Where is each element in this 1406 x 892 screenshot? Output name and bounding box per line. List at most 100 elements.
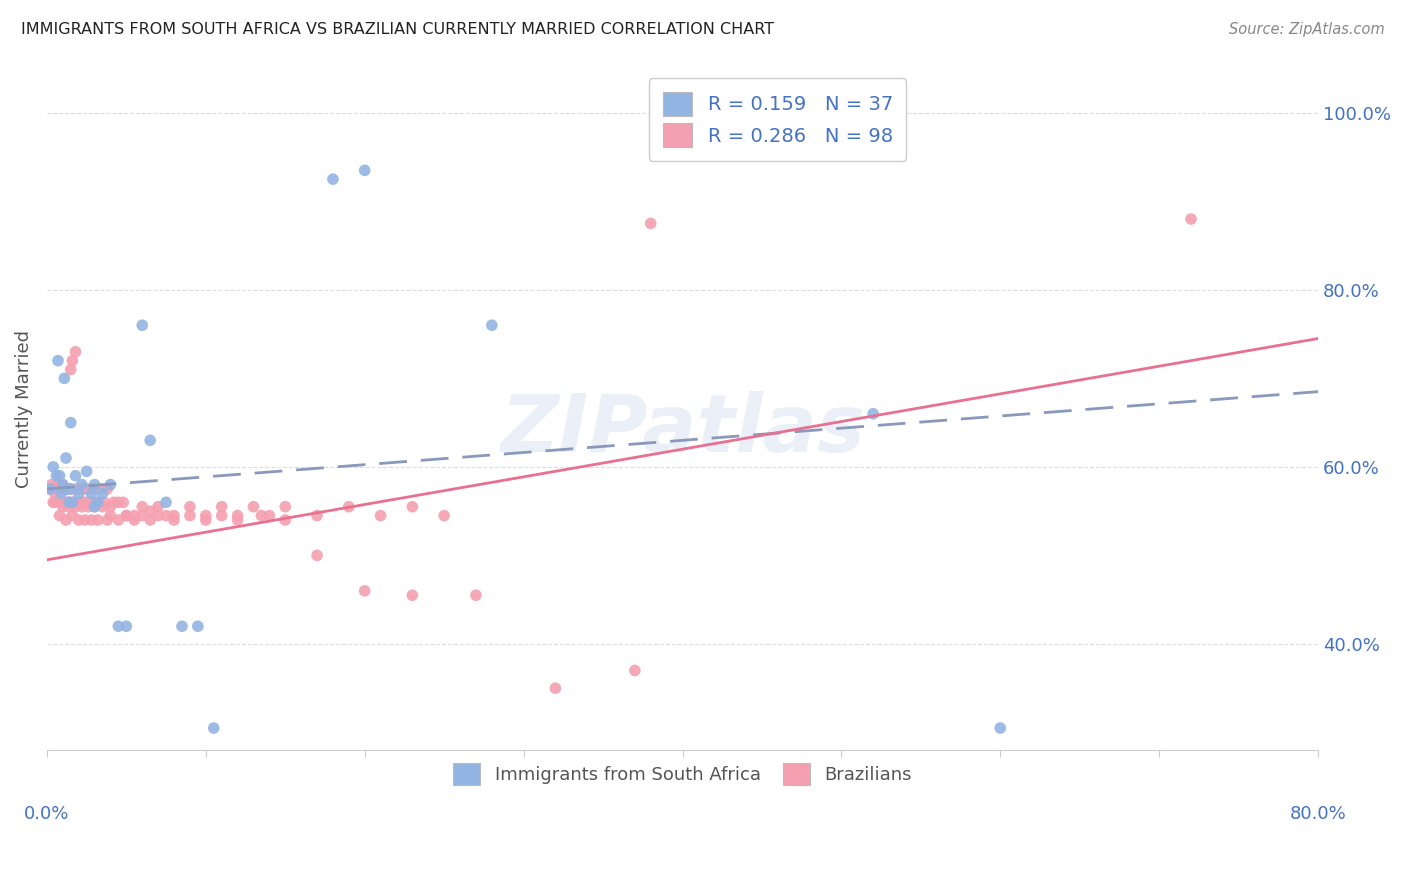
Point bbox=[139, 434, 162, 448]
Point bbox=[112, 495, 135, 509]
Point bbox=[187, 619, 209, 633]
Point bbox=[52, 482, 75, 496]
Point bbox=[55, 482, 77, 496]
Point bbox=[42, 459, 65, 474]
Point bbox=[155, 508, 177, 523]
Point bbox=[76, 464, 98, 478]
Point bbox=[56, 482, 79, 496]
Y-axis label: Currently Married: Currently Married bbox=[15, 330, 32, 488]
Point bbox=[401, 500, 423, 514]
Point bbox=[131, 508, 153, 523]
Point bbox=[124, 513, 146, 527]
Point bbox=[58, 500, 80, 514]
Point bbox=[59, 362, 82, 376]
Point bbox=[91, 486, 114, 500]
Point bbox=[53, 495, 76, 509]
Point bbox=[103, 495, 125, 509]
Text: ZIPatlas: ZIPatlas bbox=[501, 391, 865, 469]
Point bbox=[52, 477, 75, 491]
Point bbox=[77, 482, 100, 496]
Legend: Immigrants from South Africa, Brazilians: Immigrants from South Africa, Brazilians bbox=[446, 756, 920, 792]
Point bbox=[96, 482, 118, 496]
Point bbox=[226, 508, 249, 523]
Point bbox=[163, 513, 186, 527]
Point bbox=[46, 353, 69, 368]
Point bbox=[79, 495, 101, 509]
Point bbox=[44, 495, 66, 509]
Point bbox=[211, 508, 233, 523]
Point bbox=[544, 681, 567, 696]
Point bbox=[83, 482, 105, 496]
Point bbox=[226, 513, 249, 527]
Point bbox=[146, 508, 169, 523]
Point bbox=[56, 482, 79, 496]
Point bbox=[305, 508, 328, 523]
Point bbox=[59, 482, 82, 496]
Point bbox=[58, 495, 80, 509]
Point bbox=[211, 500, 233, 514]
Point bbox=[44, 486, 66, 500]
Point bbox=[67, 482, 90, 496]
Point bbox=[353, 583, 375, 598]
Point bbox=[41, 477, 63, 491]
Point bbox=[194, 508, 217, 523]
Point bbox=[72, 495, 94, 509]
Point bbox=[42, 495, 65, 509]
Point bbox=[56, 495, 79, 509]
Point bbox=[39, 482, 62, 496]
Point bbox=[242, 500, 264, 514]
Point bbox=[100, 500, 122, 514]
Point bbox=[83, 477, 105, 491]
Point bbox=[59, 416, 82, 430]
Point bbox=[139, 513, 162, 527]
Point bbox=[115, 508, 138, 523]
Point bbox=[67, 486, 90, 500]
Point bbox=[55, 513, 77, 527]
Point bbox=[274, 500, 297, 514]
Point bbox=[93, 495, 115, 509]
Point bbox=[124, 508, 146, 523]
Point bbox=[66, 495, 89, 509]
Point bbox=[250, 508, 273, 523]
Point bbox=[70, 482, 93, 496]
Point bbox=[82, 495, 104, 509]
Point bbox=[337, 500, 360, 514]
Point bbox=[69, 495, 91, 509]
Point bbox=[80, 513, 103, 527]
Point bbox=[100, 477, 122, 491]
Point bbox=[862, 407, 884, 421]
Point bbox=[433, 508, 456, 523]
Point bbox=[70, 477, 93, 491]
Point bbox=[55, 450, 77, 465]
Point bbox=[73, 513, 96, 527]
Point bbox=[46, 477, 69, 491]
Point bbox=[87, 495, 110, 509]
Point bbox=[131, 500, 153, 514]
Point bbox=[274, 513, 297, 527]
Point bbox=[48, 495, 70, 509]
Text: 80.0%: 80.0% bbox=[1289, 805, 1347, 823]
Point bbox=[194, 513, 217, 527]
Point bbox=[96, 513, 118, 527]
Point bbox=[107, 619, 129, 633]
Point bbox=[90, 482, 112, 496]
Point bbox=[259, 508, 281, 523]
Point bbox=[465, 588, 488, 602]
Point bbox=[202, 721, 225, 735]
Point bbox=[107, 495, 129, 509]
Point bbox=[370, 508, 392, 523]
Point bbox=[1180, 212, 1202, 227]
Point bbox=[65, 344, 87, 359]
Point bbox=[45, 468, 67, 483]
Point bbox=[76, 495, 98, 509]
Point bbox=[155, 495, 177, 509]
Point bbox=[163, 508, 186, 523]
Point bbox=[83, 500, 105, 514]
Point bbox=[60, 495, 83, 509]
Point bbox=[73, 482, 96, 496]
Point bbox=[39, 482, 62, 496]
Point bbox=[401, 588, 423, 602]
Point bbox=[65, 500, 87, 514]
Point bbox=[60, 508, 83, 523]
Point bbox=[107, 513, 129, 527]
